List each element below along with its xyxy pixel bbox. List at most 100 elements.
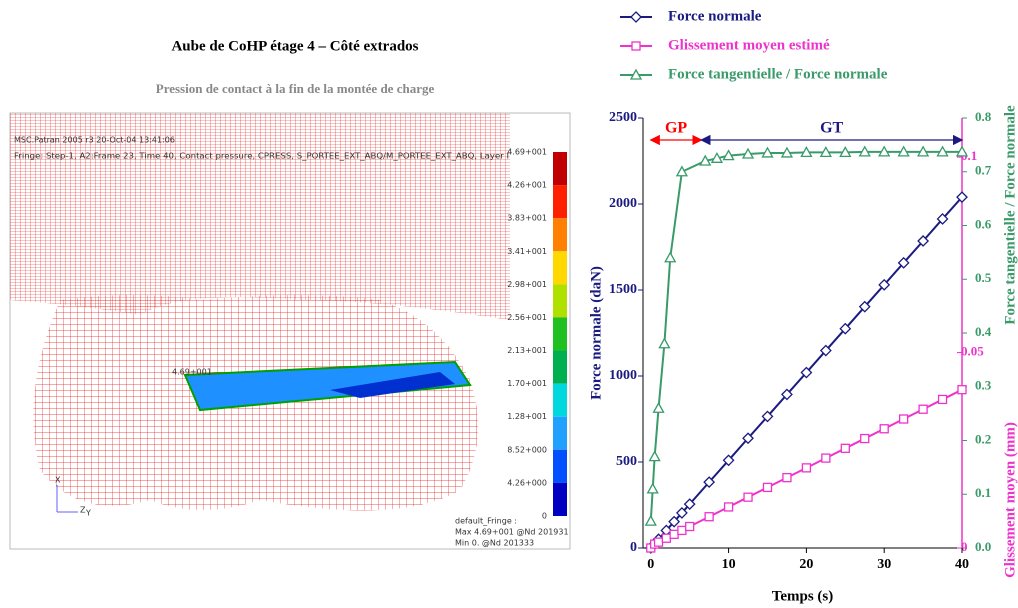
y2-tick-label: 0.6	[975, 216, 992, 231]
y-tick-label: 1000	[609, 368, 637, 383]
marker	[742, 432, 754, 445]
subtitle: Pression de contact à la fin de la monté…	[156, 81, 435, 96]
marker	[957, 385, 967, 395]
marker	[722, 454, 735, 467]
marker	[879, 424, 889, 434]
marker	[916, 145, 930, 157]
marker	[675, 165, 689, 177]
marker	[860, 433, 870, 444]
fem-triad-label: Z	[80, 506, 86, 515]
fem-footer: default_Fringe :	[455, 517, 517, 526]
legend-label: Glissement moyen estimé	[668, 37, 830, 53]
marker	[741, 147, 755, 159]
colorbar-label: 8.52+000	[507, 445, 547, 454]
x-axis-title: Temps (s)	[772, 588, 834, 604]
marker	[761, 146, 774, 158]
colorbar-label: 3.41+001	[507, 247, 547, 256]
y2-tick-label: 0.2	[975, 431, 991, 446]
colorbar-segment	[553, 350, 567, 384]
colorbar-segment	[553, 449, 567, 483]
marker	[897, 145, 910, 157]
marker	[652, 401, 665, 413]
colorbar-label: 3.83+001	[507, 214, 547, 223]
marker	[762, 482, 773, 493]
marker	[821, 453, 831, 463]
y-tick-label: 0	[630, 540, 637, 555]
x-tick-label: 10	[722, 557, 736, 572]
colorbar-segment	[553, 284, 567, 318]
fem-max-label: 4.69+001	[172, 368, 212, 377]
y2-tick-label: 0.7	[975, 163, 992, 178]
fem-triad-label: Y	[85, 509, 91, 518]
marker	[897, 256, 910, 269]
marker	[661, 533, 671, 543]
marker	[669, 529, 679, 539]
colorbar-label: 2.56+001	[507, 313, 547, 322]
marker	[683, 498, 696, 511]
marker	[658, 337, 671, 349]
marker	[648, 450, 661, 462]
fem-contact-low	[330, 372, 455, 398]
colorbar-segment	[553, 185, 567, 219]
colorbar-segment	[553, 317, 567, 351]
marker	[761, 410, 774, 423]
annotation-label: GP	[665, 120, 687, 137]
fem-footer: Max 4.69+001 @Nd 201931	[455, 528, 569, 537]
marker	[918, 404, 928, 414]
y3-tick-label: 0.05	[961, 344, 984, 359]
marker	[677, 525, 687, 536]
colorbar-label: 4.26+001	[507, 181, 547, 190]
marker	[839, 146, 852, 158]
marker	[801, 463, 812, 473]
colorbar-label: 2.98+001	[507, 280, 547, 289]
marker	[703, 476, 716, 489]
marker	[858, 145, 871, 157]
marker	[898, 414, 909, 424]
marker	[704, 512, 714, 522]
marker	[819, 146, 832, 158]
marker	[936, 213, 949, 225]
x-tick-label: 20	[799, 557, 813, 572]
fem-image: MSC.Patran 2005 r3 20-Oct-04 13:41:06 Fri…	[9, 112, 571, 550]
legend-marker	[629, 68, 643, 80]
y-tick-label: 2000	[609, 196, 637, 211]
y-tick-label: 500	[616, 454, 637, 469]
y3-axis-title: Glissement moyen (mm)	[1002, 422, 1018, 578]
fem-mesh-top	[10, 113, 510, 320]
marker	[668, 515, 681, 528]
marker	[800, 146, 813, 158]
colorbar-segment	[553, 152, 567, 186]
y-tick-label: 1500	[609, 282, 637, 297]
marker	[723, 502, 734, 512]
marker	[936, 145, 949, 157]
y2-tick-label: 0.5	[975, 270, 992, 285]
marker	[878, 278, 891, 291]
colorbar-label: 4.69+001	[507, 148, 547, 157]
y2-tick-label: 0.0	[975, 539, 991, 554]
marker	[937, 394, 948, 405]
legend-label: Force normale	[668, 8, 762, 24]
colorbar-label: 1.70+001	[507, 379, 547, 388]
legend-marker	[631, 41, 641, 51]
series-line	[649, 150, 962, 522]
colorbar-label: 2.13+001	[507, 346, 547, 355]
y2-tick-label: 0.8	[975, 109, 992, 124]
colorbar-label: 4.26+000	[507, 478, 547, 487]
chart: 050010001500200025000.00.10.20.30.40.50.…	[588, 8, 1018, 604]
marker	[955, 145, 969, 157]
marker	[646, 482, 659, 494]
marker	[781, 388, 793, 401]
marker	[664, 251, 677, 263]
y2-tick-label: 0.3	[975, 378, 992, 393]
legend-label: Force tangentielle / Force normale	[668, 66, 888, 82]
marker	[710, 151, 724, 163]
fem-contact-zone	[183, 360, 472, 412]
colorbar-segment	[553, 218, 567, 252]
colorbar-segment	[553, 251, 567, 285]
marker	[917, 235, 930, 247]
marker	[722, 149, 735, 161]
marker	[819, 344, 832, 357]
marker	[644, 514, 657, 526]
y2-tick-label: 0.4	[975, 324, 992, 339]
